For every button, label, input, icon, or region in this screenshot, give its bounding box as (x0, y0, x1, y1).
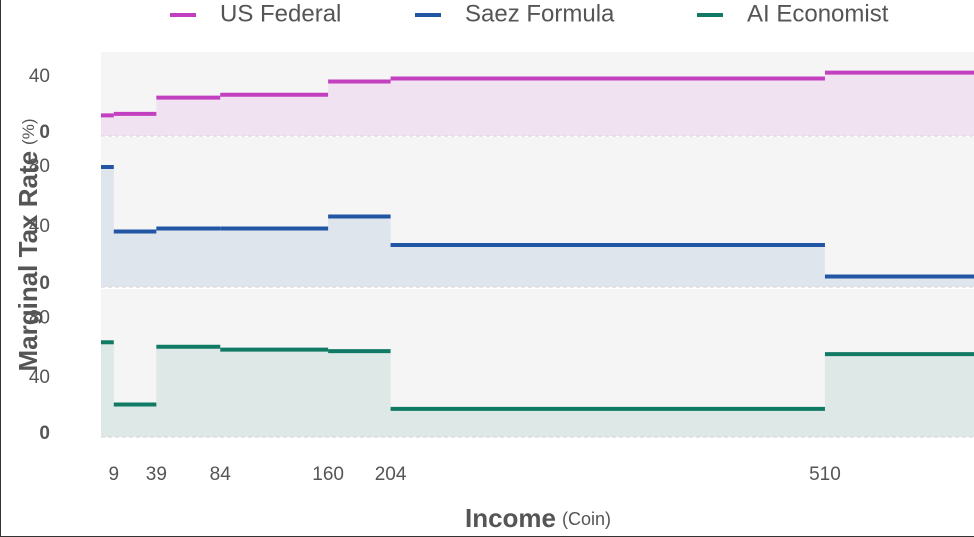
y-tick-label: 0 (39, 423, 50, 444)
y-tick-label: 80 (29, 308, 50, 329)
area-fill (101, 167, 974, 287)
y-tick-label: 40 (29, 367, 50, 388)
legend-label: Saez Formula (465, 0, 615, 27)
y-tick-label: 0 (39, 122, 50, 143)
y-tick-label: 40 (29, 216, 50, 237)
x-axis-title: Income (465, 503, 556, 533)
x-axis-unit: (Coin) (562, 509, 611, 529)
area-fill (101, 72, 974, 136)
legend-label: AI Economist (747, 0, 889, 27)
x-tick-label: 204 (375, 464, 407, 485)
panel-background (101, 289, 974, 437)
y-axis-title: Marginal Tax Rate (13, 151, 43, 372)
legend-label: US Federal (220, 0, 341, 27)
x-tick-label: 510 (809, 464, 841, 485)
y-tick-label: 40 (29, 66, 50, 87)
x-axis-label: Income (Coin) (465, 503, 611, 533)
x-tick-label: 84 (210, 464, 232, 485)
area-fill (101, 342, 974, 437)
panel-background (101, 137, 974, 287)
y-tick-label: 0 (39, 273, 50, 294)
x-tick-label: 39 (146, 464, 167, 485)
y-tick-label: 80 (29, 156, 50, 177)
y-axis-label: Marginal Tax Rate (%) (13, 118, 43, 371)
x-tick-label: 160 (312, 464, 344, 485)
y-axis-unit: (%) (19, 118, 38, 144)
x-tick-label: 9 (108, 464, 119, 485)
